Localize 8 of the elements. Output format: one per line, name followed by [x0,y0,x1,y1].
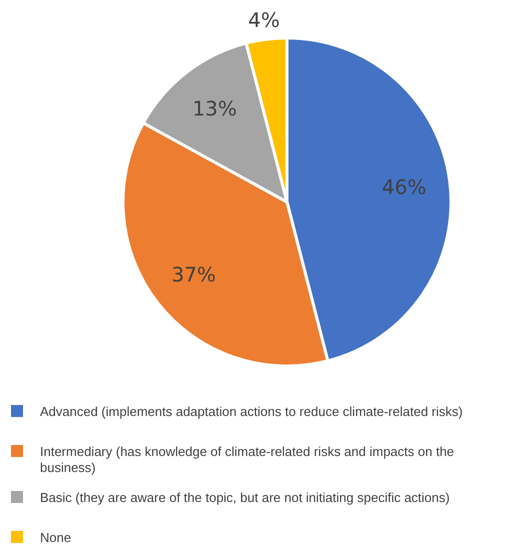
legend-label: Advanced (implements adaptation actions to reduce climate-related risks) [40,404,463,418]
legend-label: Intermediary (has knowledge of climate-related risks and impacts on the business) [40,444,454,474]
data-label: 37% [171,262,216,286]
legend-label: Basic (they are aware of the topic, but are not initiating specific actions) [40,490,450,504]
data-label: 4% [248,8,280,32]
data-label: 13% [192,96,237,121]
data-label: 46% [382,175,426,200]
legend-label: None [40,530,72,544]
